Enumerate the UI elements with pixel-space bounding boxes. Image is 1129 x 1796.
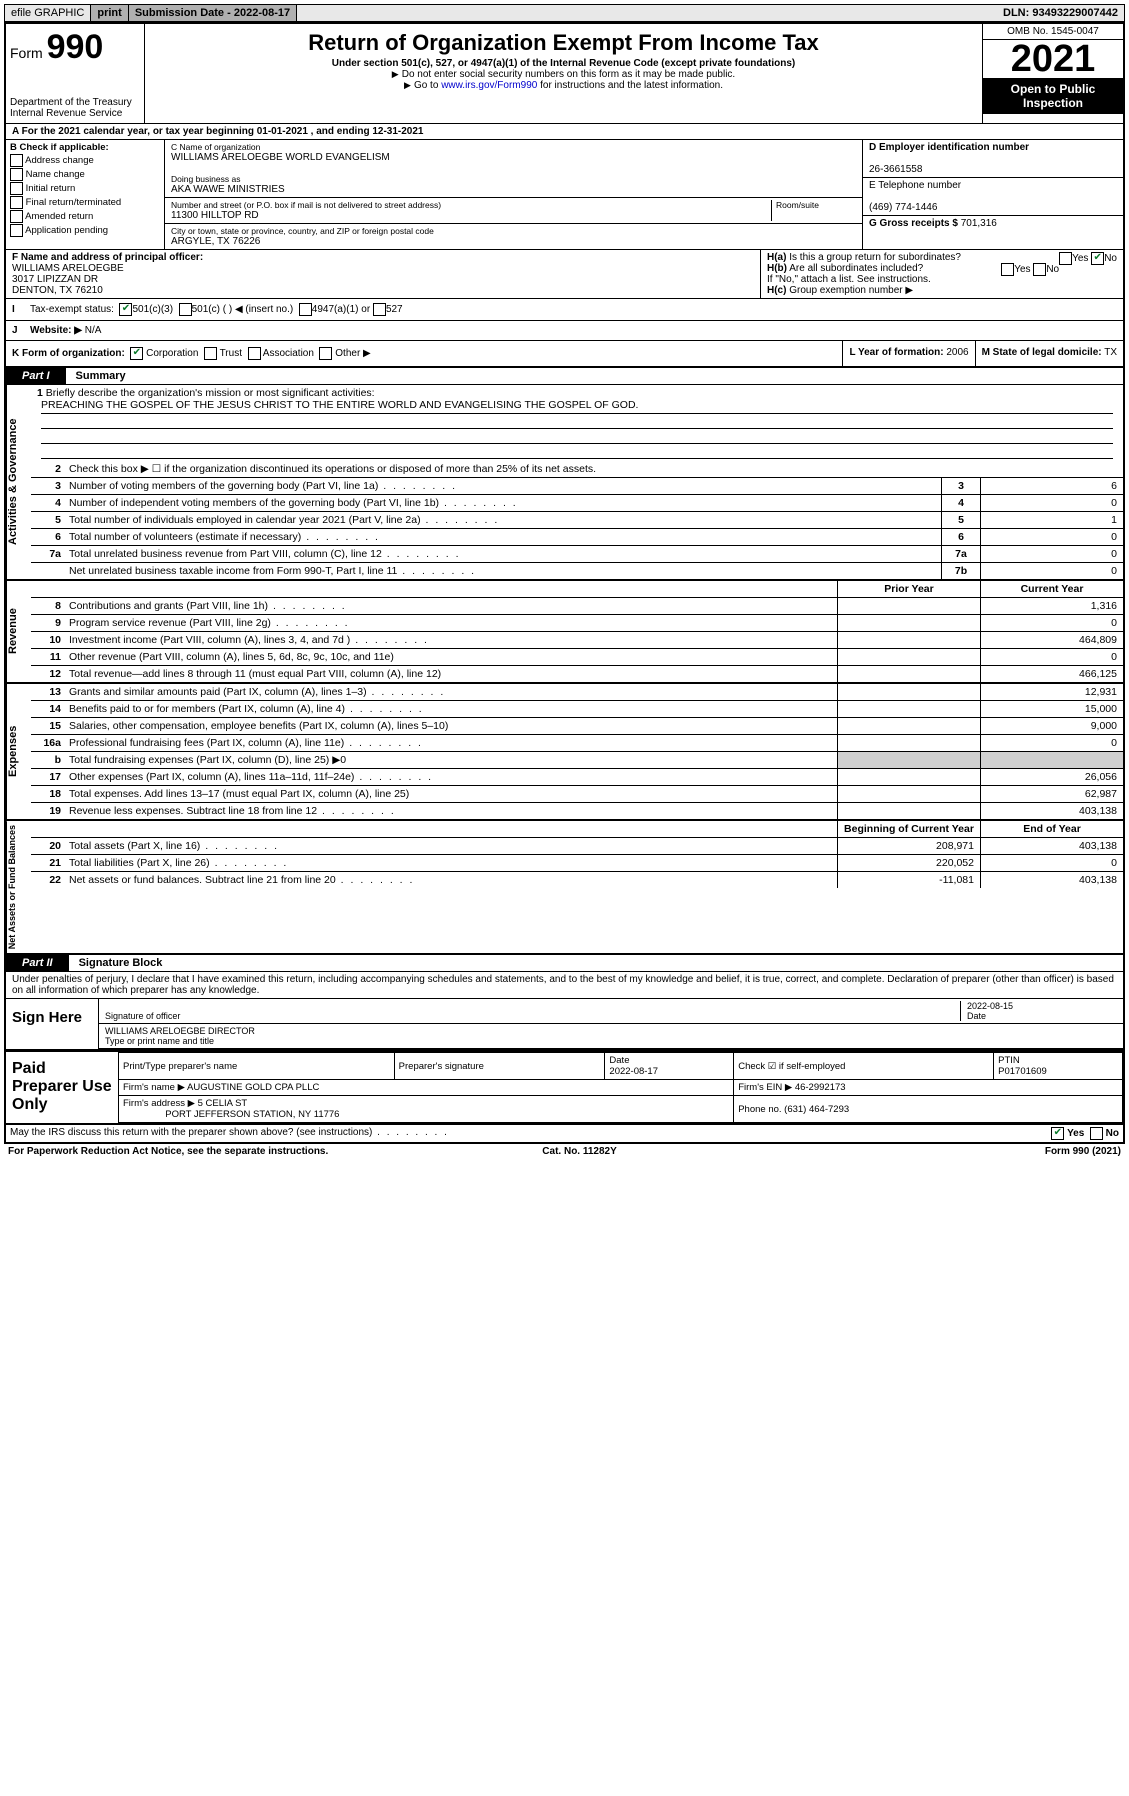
vtab-revenue: Revenue xyxy=(6,581,31,682)
row-m-state: M State of legal domicile: TX xyxy=(976,341,1123,366)
section-b: B Check if applicable: Address change Na… xyxy=(6,140,165,249)
irs-link[interactable]: www.irs.gov/Form990 xyxy=(441,80,537,91)
section-d-g: D Employer identification number 26-3661… xyxy=(863,140,1123,249)
part-ii-header: Part II Signature Block xyxy=(6,955,1123,972)
efile-label: efile GRAPHIC xyxy=(5,5,91,21)
header-right: OMB No. 1545-0047 2021 Open to Public In… xyxy=(982,24,1123,123)
signature-block: Under penalties of perjury, I declare th… xyxy=(6,972,1123,1050)
section-f: F Name and address of principal officer:… xyxy=(6,250,761,298)
header-left: Form 990 Department of the Treasury Inte… xyxy=(6,24,145,123)
vtab-expenses: Expenses xyxy=(6,684,31,819)
section-h: H(a) Is this a group return for subordin… xyxy=(761,250,1123,298)
dln-label: DLN: 93493229007442 xyxy=(997,5,1124,21)
header-center: Return of Organization Exempt From Incom… xyxy=(145,24,982,123)
submission-date: Submission Date - 2022-08-17 xyxy=(129,5,297,21)
top-toolbar: efile GRAPHIC print Submission Date - 20… xyxy=(4,4,1125,22)
row-a-period: A For the 2021 calendar year, or tax yea… xyxy=(6,124,1123,140)
vtab-netassets: Net Assets or Fund Balances xyxy=(6,821,31,953)
row-i-status: I Tax-exempt status: 501(c)(3) 501(c) ( … xyxy=(6,299,1123,321)
section-c: C Name of organization WILLIAMS ARELOEGB… xyxy=(165,140,863,249)
row-j-website: J Website: ▶ N/A xyxy=(6,321,1123,341)
line-1-mission: 1 Briefly describe the organization's mi… xyxy=(31,385,1123,461)
row-k-orgform: K Form of organization: Corporation Trus… xyxy=(6,341,843,366)
form-title: Return of Organization Exempt From Incom… xyxy=(149,30,978,56)
page-footer: For Paperwork Reduction Act Notice, see … xyxy=(4,1144,1125,1159)
row-l-year: L Year of formation: 2006 xyxy=(843,341,975,366)
print-button[interactable]: print xyxy=(91,5,128,21)
form-frame: Form 990 Department of the Treasury Inte… xyxy=(4,22,1125,1144)
paid-preparer: Paid Preparer Use Only Print/Type prepar… xyxy=(6,1050,1123,1125)
part-i-header: Part I Summary xyxy=(6,368,1123,385)
irs-discuss-row: May the IRS discuss this return with the… xyxy=(6,1125,1123,1142)
vtab-governance: Activities & Governance xyxy=(6,385,31,579)
